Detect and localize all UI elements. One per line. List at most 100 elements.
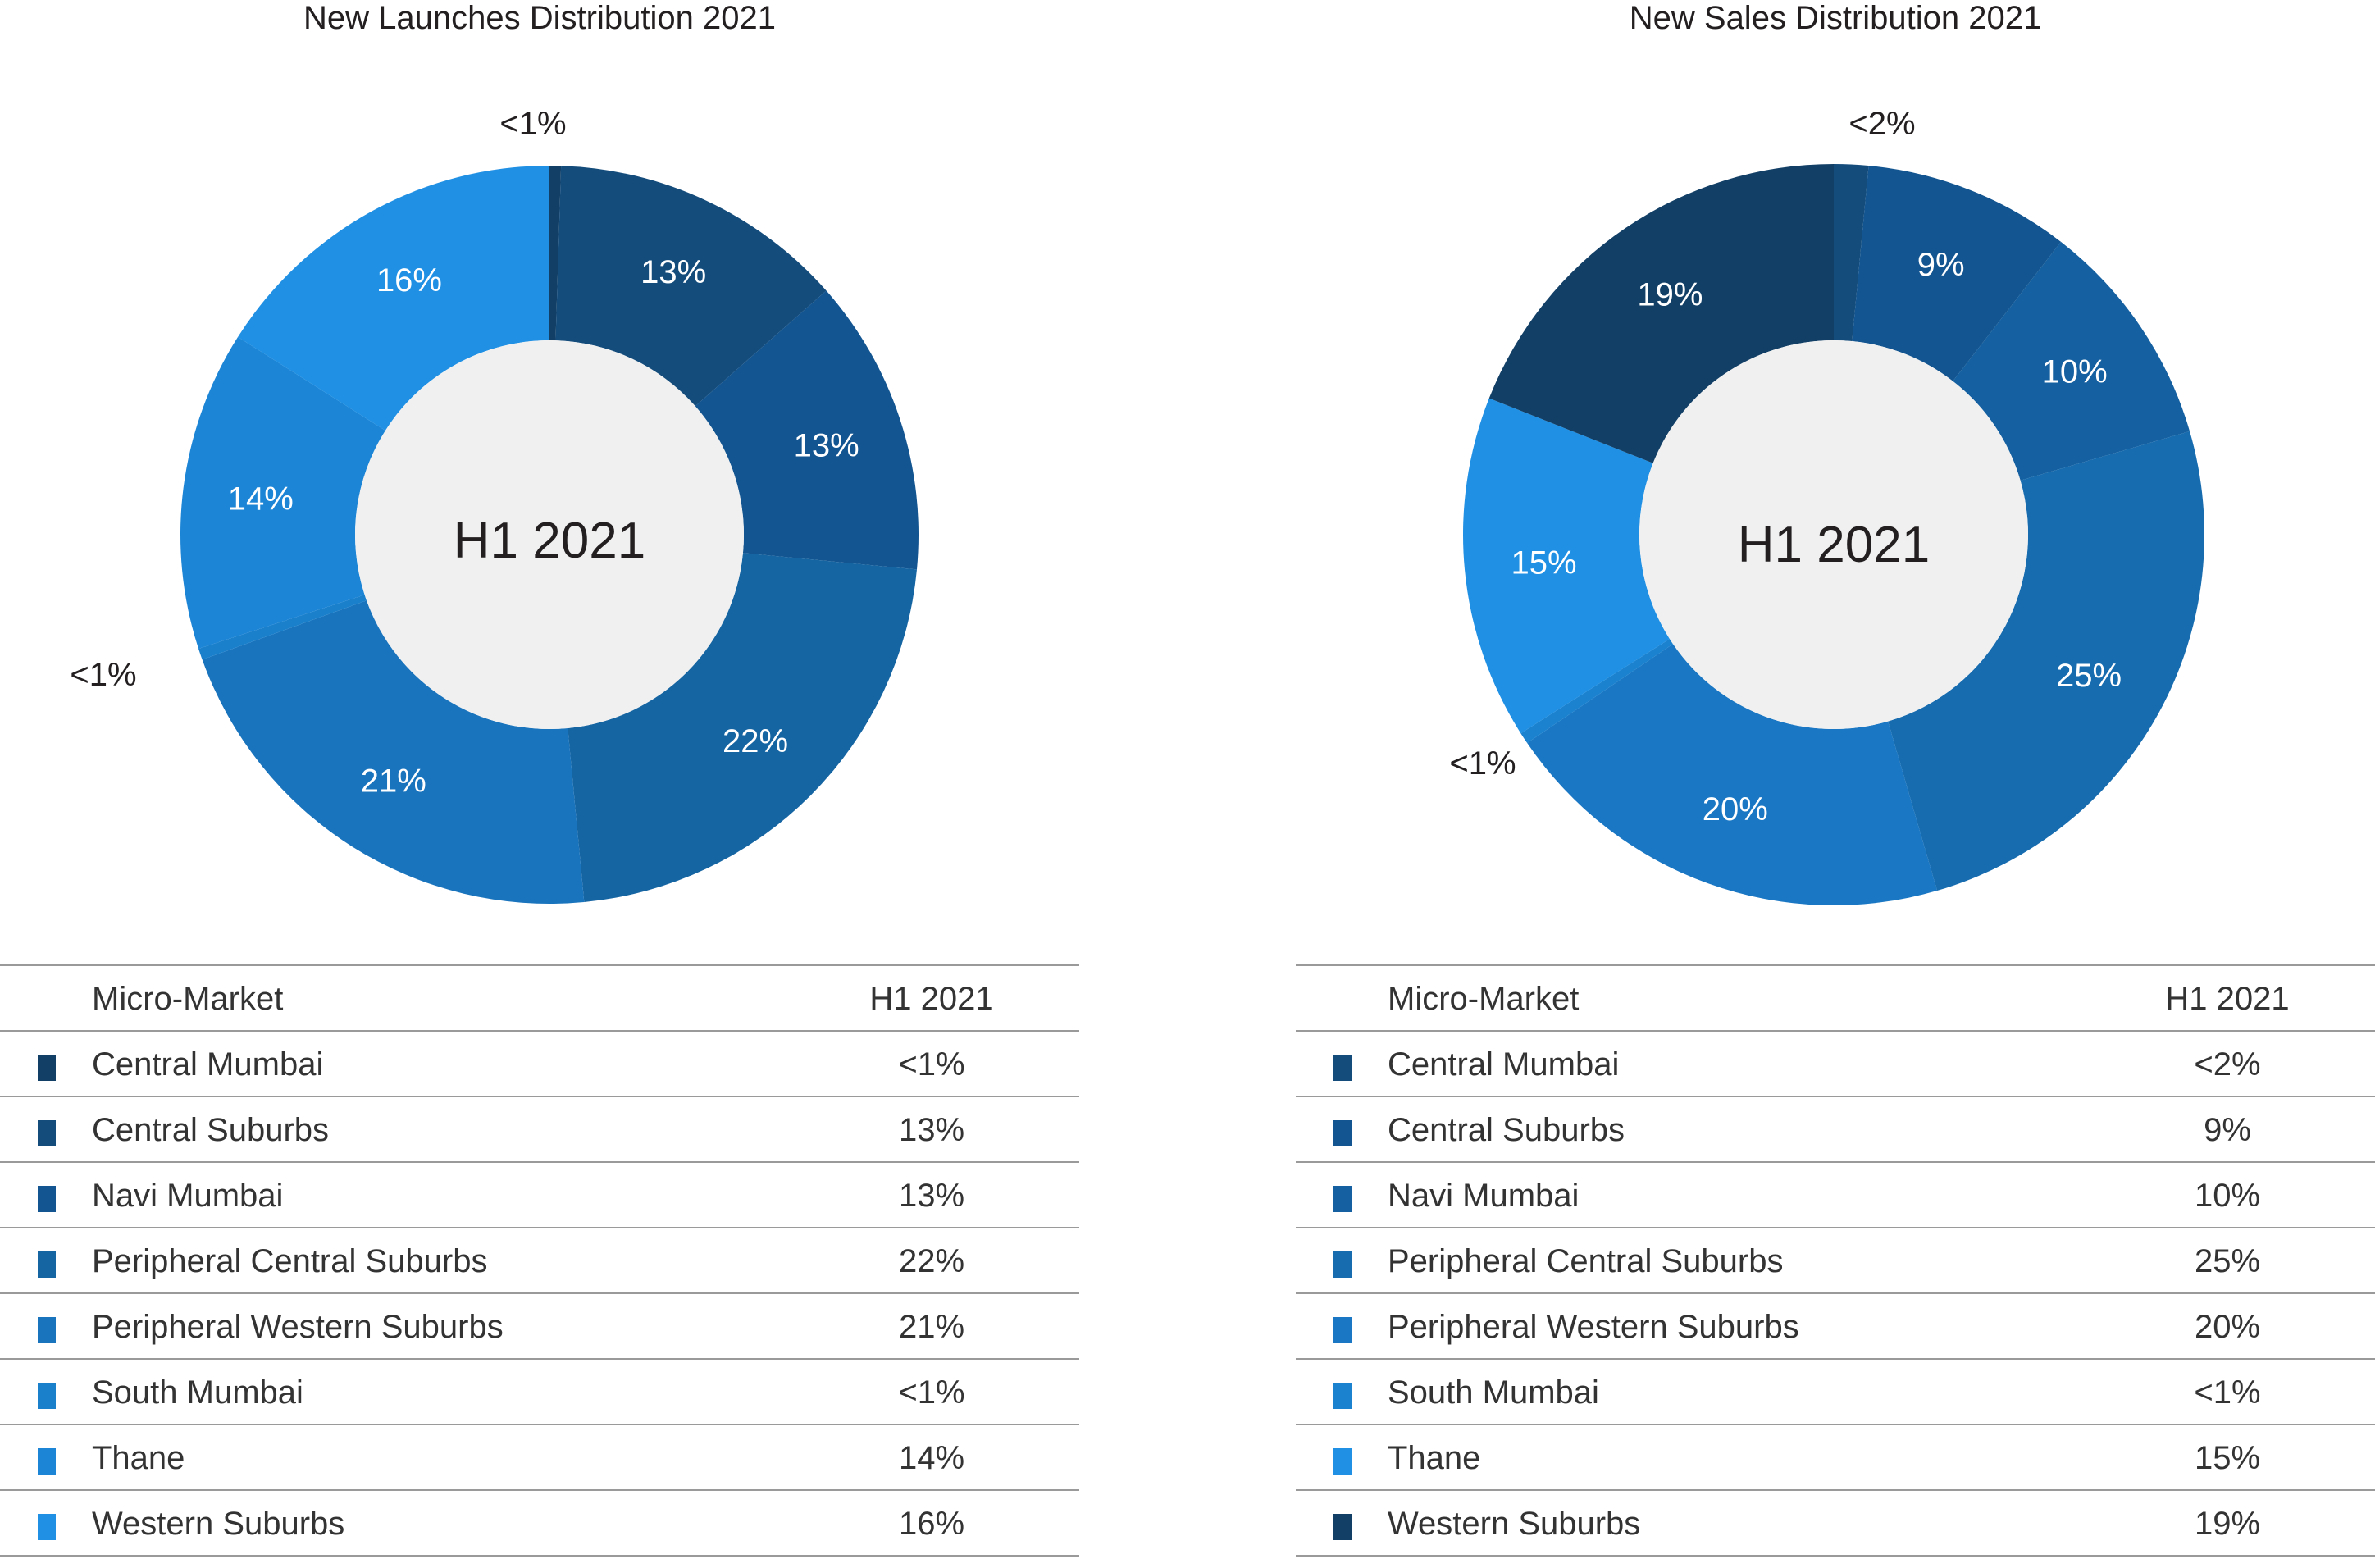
column-header-micro-market: Micro-Market [1388, 981, 1580, 1017]
table-row: Peripheral Central Suburbs 22% [0, 1227, 1079, 1292]
table-row: Central Mumbai <1% [0, 1030, 1079, 1096]
table-row: Western Suburbs 19% [1296, 1489, 2375, 1557]
micro-market-value: <1% [898, 1374, 965, 1411]
donut-hole [355, 340, 744, 729]
chart-title: New Launches Distribution 2021 [303, 0, 776, 36]
table-row: Central Suburbs 13% [0, 1096, 1079, 1161]
micro-market-name: Peripheral Western Suburbs [1388, 1309, 1799, 1345]
micro-market-value: 20% [2194, 1309, 2261, 1345]
micro-market-name: Central Suburbs [1388, 1112, 1625, 1148]
micro-market-value: 16% [898, 1506, 965, 1542]
table-row: Thane 15% [1296, 1424, 2375, 1489]
table-row: Western Suburbs 16% [0, 1489, 1079, 1557]
table-row: South Mumbai <1% [0, 1358, 1079, 1424]
column-header-h1-2021: H1 2021 [869, 981, 994, 1017]
table-row: Navi Mumbai 13% [0, 1161, 1079, 1227]
legend-swatch [1333, 1383, 1352, 1409]
outside-slice-label: <2% [1848, 106, 1915, 142]
outside-slice-label: <1% [70, 657, 136, 693]
table-row: Thane 14% [0, 1424, 1079, 1489]
slice-thane [1463, 398, 1670, 734]
legend-swatch [38, 1514, 56, 1540]
micro-market-name: Western Suburbs [1388, 1506, 1641, 1542]
micro-market-name: Thane [92, 1440, 185, 1476]
slice-central-mumbai [549, 166, 562, 341]
micro-market-name: Peripheral Central Suburbs [92, 1243, 488, 1279]
launches-table: Micro-Market H1 2021 Central Mumbai <1% Ce… [0, 964, 1079, 1557]
micro-market-name: Navi Mumbai [1388, 1178, 1580, 1214]
slice-navi-mumbai [695, 290, 919, 570]
launches-panel: New Launches Distribution 2021 13% 13% 22%… [0, 0, 1079, 1568]
micro-market-value: 15% [2194, 1440, 2261, 1476]
legend-swatch [1333, 1448, 1352, 1475]
micro-market-value: 13% [898, 1112, 965, 1148]
slice-western-suburbs [1488, 164, 1834, 463]
column-header-h1-2021: H1 2021 [2165, 981, 2290, 1017]
micro-market-value: 21% [898, 1309, 965, 1345]
micro-market-name: South Mumbai [1388, 1374, 1599, 1411]
slice-peripheral-central-suburbs [1888, 431, 2204, 891]
donut-hole [1639, 340, 2028, 729]
slice-thane [180, 336, 385, 650]
sales-table: Micro-Market H1 2021 Central Mumbai <2% Ce… [1296, 964, 2375, 1557]
legend-swatch [38, 1120, 56, 1146]
slice-western-suburbs [238, 166, 549, 431]
center-label: H1 2021 [1738, 517, 1930, 573]
micro-market-name: Peripheral Central Suburbs [1388, 1243, 1784, 1279]
micro-market-value: 22% [898, 1243, 965, 1279]
table-header: Micro-Market H1 2021 [1296, 964, 2375, 1030]
micro-market-value: 25% [2194, 1243, 2261, 1279]
table-row: South Mumbai <1% [1296, 1358, 2375, 1424]
column-header-micro-market: Micro-Market [92, 981, 284, 1017]
micro-market-name: Central Mumbai [92, 1046, 324, 1083]
micro-market-name: Central Mumbai [1388, 1046, 1620, 1083]
slice-label: 10% [2042, 353, 2108, 390]
legend-swatch [1333, 1514, 1352, 1540]
chart-title: New Sales Distribution 2021 [1629, 0, 2042, 36]
center-label: H1 2021 [454, 513, 645, 569]
micro-market-value: <2% [2194, 1046, 2261, 1083]
legend-swatch [38, 1383, 56, 1409]
slice-label: 22% [723, 723, 788, 759]
slice-south-mumbai [198, 595, 367, 660]
micro-market-value: 10% [2194, 1178, 2261, 1214]
micro-market-name: Western Suburbs [92, 1506, 345, 1542]
legend-swatch [1333, 1120, 1352, 1146]
micro-market-name: Central Suburbs [92, 1112, 330, 1148]
outside-slice-label: <1% [499, 106, 566, 142]
slice-label: 20% [1703, 791, 1768, 827]
legend-swatch [38, 1186, 56, 1212]
slice-peripheral-central-suburbs [568, 553, 918, 903]
legend-swatch [38, 1448, 56, 1475]
micro-market-value: <1% [2194, 1374, 2261, 1411]
legend-swatch [38, 1317, 56, 1343]
slice-south-mumbai [1520, 638, 1673, 744]
micro-market-name: Thane [1388, 1440, 1481, 1476]
micro-market-name: South Mumbai [92, 1374, 303, 1411]
legend-swatch [1333, 1251, 1352, 1278]
table-row: Peripheral Central Suburbs 25% [1296, 1227, 2375, 1292]
legend-swatch [1333, 1317, 1352, 1343]
micro-market-value: 14% [898, 1440, 965, 1476]
table-row: Central Mumbai <2% [1296, 1030, 2375, 1096]
slice-label: 13% [794, 427, 859, 463]
legend-swatch [38, 1251, 56, 1278]
slice-label: 14% [228, 481, 294, 517]
slice-central-suburbs [555, 166, 827, 407]
table-header: Micro-Market H1 2021 [0, 964, 1079, 1030]
table-row: Navi Mumbai 10% [1296, 1161, 2375, 1227]
slice-navi-mumbai [1953, 241, 2190, 481]
slice-label: 15% [1511, 545, 1577, 581]
legend-swatch [1333, 1186, 1352, 1212]
slice-label: 9% [1917, 247, 1965, 283]
micro-market-value: 13% [898, 1178, 965, 1214]
launches-donut-chart: 13% 13% 22% 21% 14% 16% H1 2021 <1% <1% [70, 106, 919, 905]
slice-label: 16% [376, 262, 442, 299]
table-row: Peripheral Western Suburbs 21% [0, 1292, 1079, 1358]
legend-swatch [1333, 1055, 1352, 1081]
slice-label: 13% [640, 254, 706, 290]
sales-donut-chart: 9% 10% 25% 20% 15% 19% H1 2021 <2% <1% [1449, 106, 2204, 905]
slice-central-mumbai [1834, 164, 1869, 342]
micro-market-value: 9% [2204, 1112, 2251, 1148]
slice-label: 19% [1637, 276, 1703, 312]
